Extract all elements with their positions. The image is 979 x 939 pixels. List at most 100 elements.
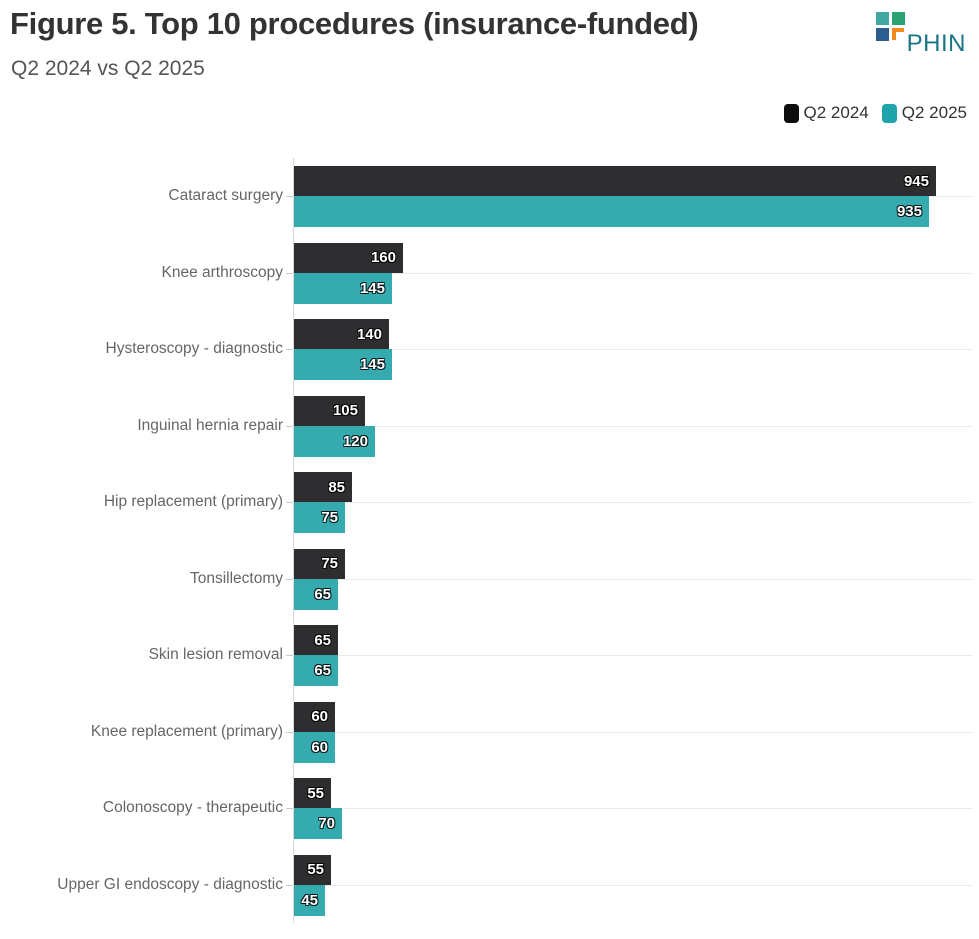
figure-subtitle: Q2 2024 vs Q2 2025: [11, 57, 205, 80]
chart-row: Cataract surgery 945 935: [0, 158, 979, 235]
bar-value-label: 145: [359, 279, 385, 297]
bar-q2-2025: 120: [294, 425, 375, 457]
bar-value-label: 160: [370, 249, 396, 267]
category-gridline: [293, 808, 973, 810]
category-label: Knee replacement (primary): [90, 722, 283, 740]
row-plot-area: 160 145: [286, 235, 973, 312]
bar-q2-2024: 60: [294, 701, 335, 732]
bar-q2-2024: 105: [294, 395, 365, 426]
category-label: Hip replacement (primary): [103, 493, 283, 511]
phin-logo-text: PHIN: [906, 30, 966, 57]
bar-q2-2024: 85: [294, 472, 352, 503]
bar-value-label: 945: [903, 172, 929, 190]
bar-value-label: 140: [356, 325, 382, 343]
bar-q2-2025: 75: [294, 502, 345, 534]
category-label: Cataract surgery: [168, 187, 283, 205]
bar-q2-2025: 60: [294, 731, 335, 763]
phin-logo: PHIN: [876, 12, 966, 58]
bar-value-label: 55: [307, 861, 324, 879]
category-label: Upper GI endoscopy - diagnostic: [57, 875, 283, 893]
bar-value-label: 85: [328, 478, 345, 496]
legend-swatch-q2-2025: [881, 103, 897, 123]
bar-chart: Cataract surgery 945 935 Knee arthroscopy 16…: [0, 158, 979, 923]
bar-q2-2024: 55: [294, 854, 331, 885]
bar-q2-2024: 945: [294, 166, 936, 197]
bar-value-label: 105: [332, 402, 358, 420]
category-label: Skin lesion removal: [148, 646, 283, 664]
row-plot-area: 65 65: [286, 617, 973, 694]
bar-value-label: 55: [307, 784, 324, 802]
logo-teal-square: [876, 12, 889, 25]
bar-q2-2025: 145: [294, 272, 392, 304]
chart-row: Knee arthroscopy 160 145: [0, 235, 979, 312]
bar-q2-2025: 145: [294, 349, 392, 381]
row-plot-area: 105 120: [286, 388, 973, 465]
row-plot-area: 55 45: [286, 847, 973, 924]
bar-value-label: 60: [311, 708, 328, 726]
chart-row: Colonoscopy - therapeutic 55 70: [0, 770, 979, 847]
category-gridline: [293, 502, 973, 504]
row-plot-area: 945 935: [286, 158, 973, 235]
chart-row: Hip replacement (primary) 85 75: [0, 464, 979, 541]
bar-q2-2024: 160: [294, 242, 403, 273]
bar-q2-2024: 55: [294, 778, 331, 809]
bar-value-label: 60: [311, 738, 328, 756]
axis-tick: [286, 502, 293, 504]
chart-row: Knee replacement (primary) 60 60: [0, 694, 979, 771]
axis-tick: [286, 425, 293, 427]
category-gridline: [293, 425, 973, 427]
bar-value-label: 45: [301, 891, 318, 909]
category-label: Inguinal hernia repair: [137, 416, 283, 434]
bar-q2-2025: 65: [294, 655, 338, 687]
row-plot-area: 60 60: [286, 694, 973, 771]
chart-row: Hysteroscopy - diagnostic 140 145: [0, 311, 979, 388]
axis-tick: [286, 272, 293, 274]
category-label: Hysteroscopy - diagnostic: [105, 340, 283, 358]
phin-logo-mark: [876, 12, 906, 42]
row-plot-area: 140 145: [286, 311, 973, 388]
bar-value-label: 145: [359, 356, 385, 374]
legend-label-q2-2024: Q2 2024: [803, 103, 869, 122]
bar-q2-2025: 65: [294, 578, 338, 610]
bar-q2-2024: 75: [294, 548, 345, 579]
axis-tick: [286, 884, 293, 886]
axis-tick: [286, 349, 293, 351]
category-label: Colonoscopy - therapeutic: [102, 799, 283, 817]
category-gridline: [293, 884, 973, 886]
bar-q2-2025: 45: [294, 884, 325, 916]
row-plot-area: 75 65: [286, 541, 973, 618]
category-gridline: [293, 578, 973, 580]
bar-value-label: 75: [321, 555, 338, 573]
category-gridline: [293, 349, 973, 351]
chart-row: Upper GI endoscopy - diagnostic 55 45: [0, 847, 979, 924]
bar-value-label: 120: [342, 432, 368, 450]
row-plot-area: 55 70: [286, 770, 973, 847]
legend-label-q2-2025: Q2 2025: [901, 103, 967, 122]
logo-blue-square: [876, 28, 889, 41]
bar-value-label: 70: [318, 815, 335, 833]
bar-value-label: 65: [314, 662, 331, 680]
bar-q2-2024: 65: [294, 625, 338, 656]
bar-value-label: 65: [314, 585, 331, 603]
bar-q2-2025: 935: [294, 196, 929, 228]
figure-title: Figure 5. Top 10 procedures (insurance-f…: [10, 6, 699, 41]
axis-tick: [286, 578, 293, 580]
logo-green-square: [892, 12, 905, 25]
bar-q2-2024: 140: [294, 319, 389, 350]
axis-tick: [286, 655, 293, 657]
legend-swatch-q2-2024: [783, 103, 799, 123]
category-label: Knee arthroscopy: [161, 263, 284, 281]
axis-tick: [286, 196, 293, 198]
chart-row: Skin lesion removal 65 65: [0, 617, 979, 694]
axis-tick: [286, 731, 293, 733]
category-gridline: [293, 731, 973, 733]
bar-value-label: 65: [314, 631, 331, 649]
bar-value-label: 75: [321, 509, 338, 527]
bar-q2-2025: 70: [294, 808, 342, 840]
legend-item-q2-2024: Q2 2024: [783, 103, 869, 123]
category-axis-line: [293, 158, 294, 923]
category-gridline: [293, 655, 973, 657]
row-plot-area: 85 75: [286, 464, 973, 541]
axis-tick: [286, 808, 293, 810]
